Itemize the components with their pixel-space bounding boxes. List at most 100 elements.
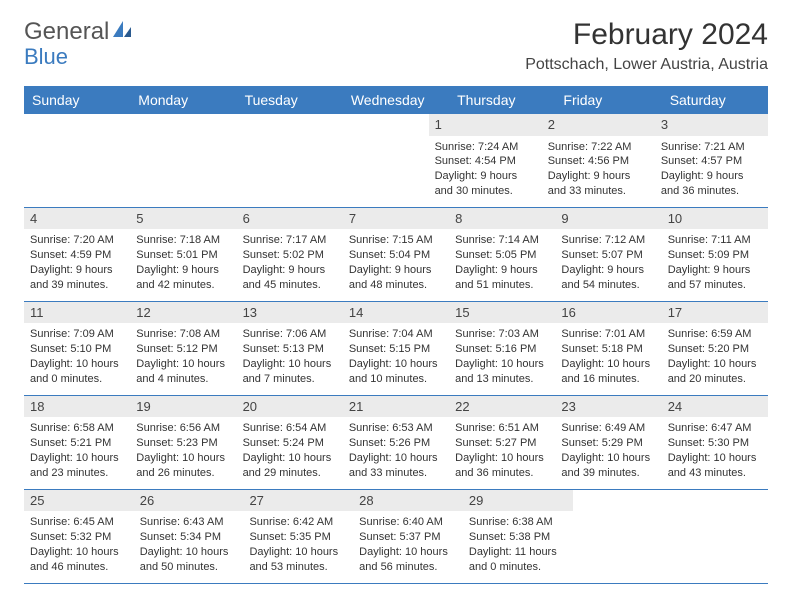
daylight-text: Daylight: 10 hours: [349, 357, 443, 372]
sunset-text: Sunset: 5:13 PM: [243, 342, 337, 357]
day-cell: 3Sunrise: 7:21 AMSunset: 4:57 PMDaylight…: [655, 114, 768, 207]
daylight-text: and 33 minutes.: [548, 184, 649, 199]
daylight-text: Daylight: 9 hours: [561, 263, 655, 278]
sunset-text: Sunset: 5:02 PM: [243, 248, 337, 263]
daylight-text: Daylight: 10 hours: [243, 451, 337, 466]
daylight-text: and 48 minutes.: [349, 278, 443, 293]
sunrise-text: Sunrise: 7:06 AM: [243, 327, 337, 342]
sunset-text: Sunset: 5:07 PM: [561, 248, 655, 263]
daylight-text: and 10 minutes.: [349, 372, 443, 387]
daylight-text: and 36 minutes.: [455, 466, 549, 481]
sunrise-text: Sunrise: 6:59 AM: [668, 327, 762, 342]
day-number: 27: [243, 490, 353, 512]
day-cell: 20Sunrise: 6:54 AMSunset: 5:24 PMDayligh…: [237, 396, 343, 489]
daylight-text: Daylight: 9 hours: [136, 263, 230, 278]
day-number: 22: [449, 396, 555, 418]
sunset-text: Sunset: 4:57 PM: [661, 154, 762, 169]
sunrise-text: Sunrise: 7:09 AM: [30, 327, 124, 342]
daylight-text: and 7 minutes.: [243, 372, 337, 387]
day-number: 18: [24, 396, 130, 418]
day-cell: 26Sunrise: 6:43 AMSunset: 5:34 PMDayligh…: [134, 490, 244, 583]
empty-cell: [327, 114, 428, 207]
daylight-text: Daylight: 10 hours: [668, 357, 762, 372]
sunrise-text: Sunrise: 7:15 AM: [349, 233, 443, 248]
day-number: 6: [237, 208, 343, 230]
daylight-text: and 0 minutes.: [469, 560, 567, 575]
day-number: 24: [662, 396, 768, 418]
daylight-text: Daylight: 10 hours: [668, 451, 762, 466]
day-cell: 23Sunrise: 6:49 AMSunset: 5:29 PMDayligh…: [555, 396, 661, 489]
day-cell: 5Sunrise: 7:18 AMSunset: 5:01 PMDaylight…: [130, 208, 236, 301]
day-cell: 4Sunrise: 7:20 AMSunset: 4:59 PMDaylight…: [24, 208, 130, 301]
empty-cell: [125, 114, 226, 207]
day-cell: 17Sunrise: 6:59 AMSunset: 5:20 PMDayligh…: [662, 302, 768, 395]
sunrise-text: Sunrise: 7:24 AM: [435, 140, 536, 155]
header: General February 2024 Pottschach, Lower …: [24, 18, 768, 74]
sunset-text: Sunset: 5:20 PM: [668, 342, 762, 357]
daylight-text: and 43 minutes.: [668, 466, 762, 481]
daylight-text: and 39 minutes.: [30, 278, 124, 293]
sunrise-text: Sunrise: 6:58 AM: [30, 421, 124, 436]
day-header-row: Sunday Monday Tuesday Wednesday Thursday…: [24, 86, 768, 114]
sunset-text: Sunset: 4:54 PM: [435, 154, 536, 169]
sunset-text: Sunset: 5:32 PM: [30, 530, 128, 545]
day-cell: 13Sunrise: 7:06 AMSunset: 5:13 PMDayligh…: [237, 302, 343, 395]
day-header: Wednesday: [343, 86, 449, 114]
day-header: Friday: [555, 86, 661, 114]
daylight-text: Daylight: 10 hours: [136, 357, 230, 372]
day-cell: 21Sunrise: 6:53 AMSunset: 5:26 PMDayligh…: [343, 396, 449, 489]
week-row: 18Sunrise: 6:58 AMSunset: 5:21 PMDayligh…: [24, 396, 768, 490]
daylight-text: Daylight: 9 hours: [668, 263, 762, 278]
daylight-text: and 54 minutes.: [561, 278, 655, 293]
sunrise-text: Sunrise: 7:22 AM: [548, 140, 649, 155]
sunrise-text: Sunrise: 6:51 AM: [455, 421, 549, 436]
sunrise-text: Sunrise: 7:01 AM: [561, 327, 655, 342]
daylight-text: and 4 minutes.: [136, 372, 230, 387]
daylight-text: Daylight: 10 hours: [561, 451, 655, 466]
daylight-text: and 13 minutes.: [455, 372, 549, 387]
daylight-text: and 26 minutes.: [136, 466, 230, 481]
empty-cell: [573, 490, 671, 583]
daylight-text: Daylight: 10 hours: [30, 357, 124, 372]
day-number: 29: [463, 490, 573, 512]
sunrise-text: Sunrise: 7:04 AM: [349, 327, 443, 342]
location: Pottschach, Lower Austria, Austria: [525, 56, 768, 74]
day-number: 1: [429, 114, 542, 136]
day-number: 26: [134, 490, 244, 512]
sunrise-text: Sunrise: 7:21 AM: [661, 140, 762, 155]
empty-cell: [670, 490, 768, 583]
sunrise-text: Sunrise: 6:56 AM: [136, 421, 230, 436]
sail-icon: [111, 19, 133, 46]
day-cell: 19Sunrise: 6:56 AMSunset: 5:23 PMDayligh…: [130, 396, 236, 489]
day-cell: 27Sunrise: 6:42 AMSunset: 5:35 PMDayligh…: [243, 490, 353, 583]
daylight-text: Daylight: 9 hours: [455, 263, 549, 278]
day-number: 8: [449, 208, 555, 230]
day-number: 16: [555, 302, 661, 324]
daylight-text: Daylight: 10 hours: [30, 451, 124, 466]
sunset-text: Sunset: 5:10 PM: [30, 342, 124, 357]
sunrise-text: Sunrise: 6:42 AM: [249, 515, 347, 530]
daylight-text: Daylight: 9 hours: [548, 169, 649, 184]
sunset-text: Sunset: 5:15 PM: [349, 342, 443, 357]
month-title: February 2024: [525, 18, 768, 52]
day-cell: 6Sunrise: 7:17 AMSunset: 5:02 PMDaylight…: [237, 208, 343, 301]
day-number: 12: [130, 302, 236, 324]
daylight-text: Daylight: 10 hours: [140, 545, 238, 560]
daylight-text: and 56 minutes.: [359, 560, 457, 575]
sunrise-text: Sunrise: 6:54 AM: [243, 421, 337, 436]
daylight-text: and 50 minutes.: [140, 560, 238, 575]
sunrise-text: Sunrise: 6:45 AM: [30, 515, 128, 530]
day-number: 3: [655, 114, 768, 136]
day-cell: 28Sunrise: 6:40 AMSunset: 5:37 PMDayligh…: [353, 490, 463, 583]
day-cell: 22Sunrise: 6:51 AMSunset: 5:27 PMDayligh…: [449, 396, 555, 489]
daylight-text: Daylight: 9 hours: [349, 263, 443, 278]
week-row: 4Sunrise: 7:20 AMSunset: 4:59 PMDaylight…: [24, 208, 768, 302]
day-number: 7: [343, 208, 449, 230]
day-cell: 2Sunrise: 7:22 AMSunset: 4:56 PMDaylight…: [542, 114, 655, 207]
sunset-text: Sunset: 4:56 PM: [548, 154, 649, 169]
week-row: 11Sunrise: 7:09 AMSunset: 5:10 PMDayligh…: [24, 302, 768, 396]
day-cell: 12Sunrise: 7:08 AMSunset: 5:12 PMDayligh…: [130, 302, 236, 395]
day-number: 28: [353, 490, 463, 512]
daylight-text: Daylight: 10 hours: [249, 545, 347, 560]
logo-text-blue: Blue: [24, 44, 68, 69]
